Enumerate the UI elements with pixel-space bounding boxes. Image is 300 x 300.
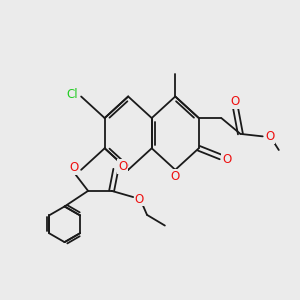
Text: O: O	[265, 130, 274, 143]
Text: O: O	[222, 153, 231, 166]
Text: O: O	[118, 160, 128, 173]
Text: O: O	[231, 95, 240, 108]
Text: O: O	[135, 193, 144, 206]
Text: O: O	[70, 161, 79, 174]
Text: O: O	[171, 170, 180, 183]
Text: Cl: Cl	[66, 88, 77, 100]
